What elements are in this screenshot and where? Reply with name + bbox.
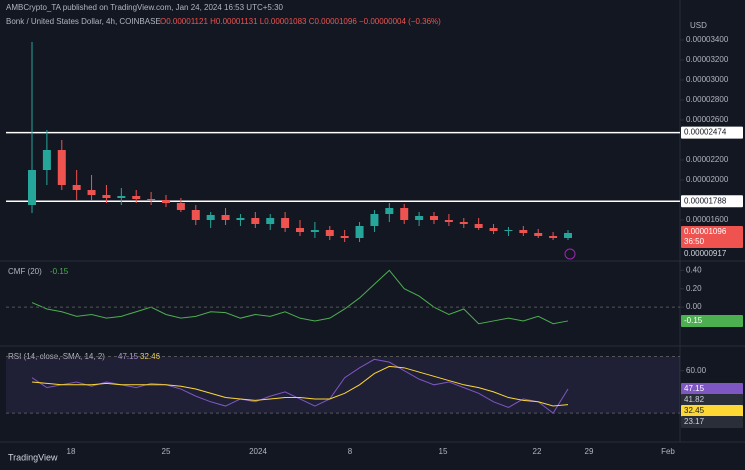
- candle-body: [310, 230, 319, 232]
- event-icon[interactable]: [564, 248, 576, 260]
- candle-body: [549, 236, 558, 238]
- rsi-badge: 32.45: [684, 406, 705, 415]
- candle-body: [519, 230, 528, 233]
- candle-body: [489, 228, 498, 231]
- candle-body: [87, 190, 96, 195]
- rsi-badge: 41.82: [684, 395, 705, 404]
- candle-body: [430, 216, 438, 220]
- candle-body: [564, 233, 572, 238]
- last-price: 0.00001096: [684, 227, 727, 236]
- candle-body: [147, 199, 156, 200]
- candle-body: [221, 215, 230, 220]
- candle-body: [444, 220, 453, 222]
- rsi-badge-bg: [681, 416, 743, 428]
- candle-body: [370, 214, 379, 226]
- x-tick-label: 29: [585, 447, 594, 456]
- x-tick-label: 15: [439, 447, 448, 456]
- candle-body: [42, 150, 51, 170]
- y-tick-label: 0.00002800: [686, 95, 729, 104]
- candle-body: [162, 200, 170, 203]
- candle-body: [281, 218, 290, 228]
- rsi-band: [6, 356, 680, 414]
- cmf-badge-bg: [681, 315, 743, 327]
- symbol-title: Bonk / United States Dollar, 4h, COINBAS…: [6, 17, 161, 26]
- candle-body: [355, 226, 364, 238]
- candle-body: [296, 228, 304, 232]
- rsi-badge: 23.17: [684, 417, 705, 426]
- y-tick-label: 0.00002000: [686, 175, 729, 184]
- rsi-badge-bg: [681, 405, 743, 417]
- level-label-bg: [681, 126, 743, 139]
- candle-body: [28, 170, 36, 205]
- x-tick-label: Feb: [661, 447, 675, 456]
- low-label-bg: [681, 248, 743, 260]
- y-tick-label: 0.20: [686, 284, 702, 293]
- candle-body: [385, 208, 394, 214]
- rsi-badge: 47.15: [684, 384, 705, 393]
- cmf-legend: CMF (20): [8, 267, 42, 276]
- y-tick-label: 0.00003200: [686, 55, 729, 64]
- x-tick-label: 2024: [249, 447, 267, 456]
- candle-body: [176, 203, 185, 210]
- candle-body: [534, 233, 543, 236]
- candle-body: [191, 210, 200, 220]
- candle-body: [266, 218, 275, 224]
- cmf-legend-value: -0.15: [50, 267, 69, 276]
- candle-body: [117, 196, 126, 198]
- indicator-line: [31, 365, 569, 407]
- footer-logo: TradingView: [8, 452, 58, 462]
- y-tick-label: 0.00002600: [686, 115, 729, 124]
- publish-info: AMBCrypto_TA published on TradingView.co…: [6, 3, 284, 12]
- candle-body: [251, 218, 260, 224]
- level-label: 0.00001788: [684, 196, 727, 205]
- rsi-badge-bg: [681, 394, 743, 406]
- candle-body: [72, 185, 81, 190]
- y-tick-label: 0.00003000: [686, 75, 729, 84]
- candle-body: [400, 208, 409, 220]
- ohlc-text: O0.00001121 H0.00001131 L0.00001083 C0.0…: [160, 17, 441, 26]
- currency: USD: [690, 21, 707, 30]
- x-tick-label: 25: [162, 447, 171, 456]
- y-tick-label: 0.40: [686, 265, 702, 274]
- candle-body: [325, 230, 334, 236]
- candle-body: [459, 222, 468, 224]
- last-price-bg: [681, 226, 743, 238]
- candle-body: [236, 218, 245, 220]
- rsi-badge-bg: [681, 383, 743, 395]
- y-tick-label: 0.00003400: [686, 35, 729, 44]
- indicator-line: [31, 269, 569, 325]
- y-tick-label: 0.00: [686, 302, 702, 311]
- countdown: 36:50: [684, 237, 705, 246]
- level-label: 0.00002474: [684, 128, 727, 137]
- candle-body: [57, 150, 66, 185]
- x-tick-label: 18: [67, 447, 76, 456]
- low-label: 0.00000917: [684, 249, 727, 258]
- x-tick-label: 8: [348, 447, 353, 456]
- candle-body: [340, 236, 349, 238]
- y-tick-label: 60.00: [686, 366, 707, 375]
- level-label-bg: [681, 195, 743, 208]
- cmf-badge: -0.15: [684, 316, 703, 325]
- candle-body: [474, 224, 483, 228]
- countdown-bg: [681, 236, 743, 248]
- candle-body: [415, 216, 424, 220]
- y-tick-label: 0.00001600: [686, 215, 729, 224]
- candle-body: [132, 196, 141, 199]
- y-tick-label: 0.00002200: [686, 155, 729, 164]
- candle-body: [102, 195, 111, 198]
- x-tick-label: 22: [533, 447, 542, 456]
- candle-body: [206, 215, 215, 220]
- candle-body: [504, 230, 513, 231]
